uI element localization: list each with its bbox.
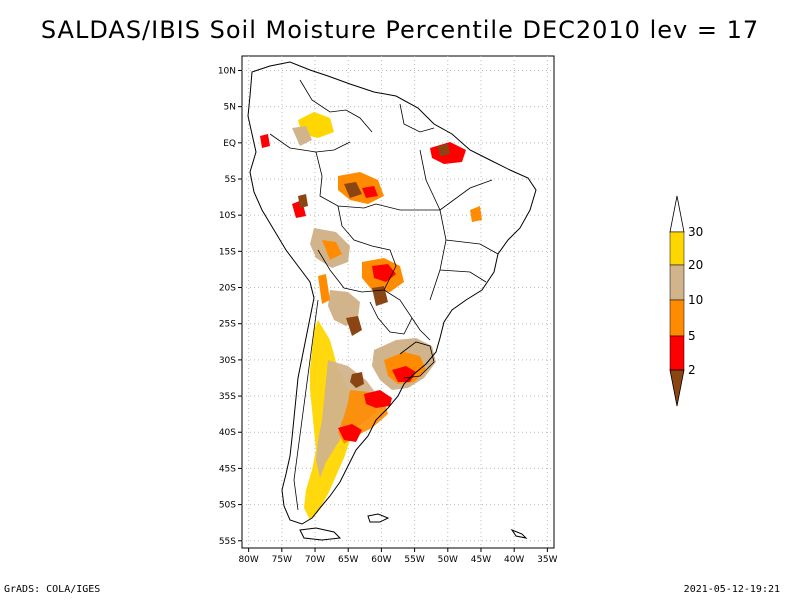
legend: 2 5 10 20 30 (669, 195, 703, 407)
country-borders (269, 79, 499, 511)
lat-label: 15S (219, 247, 236, 257)
lon-label: 80W (238, 555, 258, 565)
patch-ecuador-red (260, 134, 270, 148)
lat-label: 35S (219, 392, 236, 402)
border-uruguay (399, 341, 435, 379)
map-frame (241, 55, 555, 549)
patch-brazil-east-orange (470, 206, 482, 222)
legend-label: 2 (688, 363, 696, 377)
border-colombia-venezuela (299, 79, 373, 133)
lon-label: 35W (537, 555, 557, 565)
patch-andes-orange (318, 274, 330, 304)
coastlines (247, 61, 537, 541)
border-argentina-chile (293, 299, 319, 511)
patch-guiana-brown (438, 144, 450, 156)
lat-label: 25S (219, 320, 236, 330)
lat-label: 5N (224, 103, 236, 113)
map-title: SALDAS/IBIS Soil Moisture Percentile DEC… (40, 16, 760, 44)
patch-buenos-aires-red (364, 390, 392, 408)
patch-chaco-brown (346, 316, 362, 336)
lon-label: 65W (338, 555, 358, 565)
border-guianas (399, 103, 435, 133)
border-bolivia (317, 205, 397, 293)
lon-label: 50W (438, 555, 458, 565)
lat-label: 45S (219, 464, 236, 474)
legend-swatch (669, 264, 685, 301)
axis-labels: 80W 75W 70W 65W 60W 55W 50W 45W 40W 35W 10N 5N EQ 5S 1… (218, 66, 558, 565)
lon-label: 40W (504, 555, 524, 565)
south-georgia (510, 528, 528, 539)
patch-peru-brown (298, 194, 308, 208)
lon-label: 75W (272, 555, 292, 565)
graticule (242, 56, 554, 548)
legend-label: 30 (688, 225, 703, 239)
patch-uruguay-brown (350, 372, 364, 388)
lon-label: 60W (371, 555, 391, 565)
legend-label: 5 (688, 329, 696, 343)
patch-bolivia-orange (322, 240, 342, 260)
lat-label: 10S (219, 211, 236, 221)
lon-label: 45W (471, 555, 491, 565)
continent-outline (247, 61, 537, 525)
footer-credit: GrADS: COLA/IGES (4, 584, 101, 595)
border-peru-brazil (315, 151, 377, 209)
patch-amazon-orange (338, 172, 384, 204)
lat-label: 40S (219, 428, 236, 438)
lat-label: 55S (219, 537, 236, 547)
falkland-islands (367, 513, 390, 523)
lat-label: 50S (219, 501, 236, 511)
legend-swatch (669, 231, 685, 266)
legend-swatch-below-2 (669, 369, 685, 407)
lon-label: 70W (305, 555, 325, 565)
patch-colombia-tan (292, 126, 312, 146)
legend-swatch (669, 299, 685, 337)
footer-timestamp: 2021-05-12-19:21 (683, 584, 780, 595)
legend-swatch (669, 335, 685, 371)
tierra-del-fuego (299, 527, 342, 541)
patch-bahia-blanca-red (338, 424, 362, 442)
border-paraguay (369, 289, 413, 335)
patch-amazon-red (362, 186, 378, 198)
lat-label: EQ (223, 139, 236, 149)
soil-moisture-field (260, 112, 482, 520)
patch-amazon-brown (344, 182, 362, 198)
lon-label: 55W (404, 555, 424, 565)
border-brazil-states (375, 149, 499, 301)
lat-label: 5S (225, 175, 237, 185)
legend-label: 10 (688, 293, 703, 307)
legend-swatch-above-30 (669, 195, 685, 233)
lat-label: 30S (219, 356, 236, 366)
lat-label: 10N (218, 66, 236, 76)
border-brazil-argentina (411, 317, 431, 341)
legend-label: 20 (688, 258, 703, 272)
lat-label: 20S (219, 284, 236, 294)
